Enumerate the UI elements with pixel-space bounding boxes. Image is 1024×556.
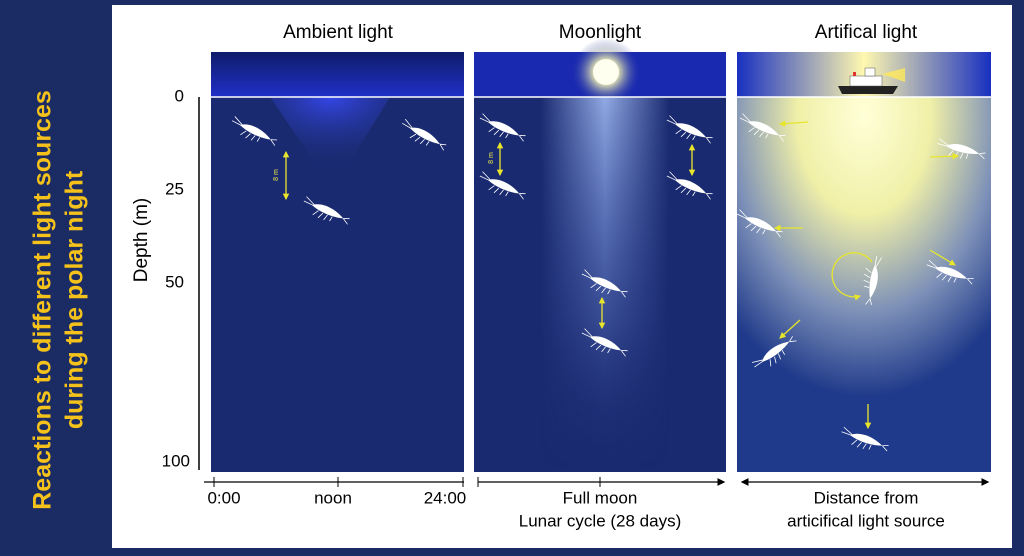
axis-label: 0:00: [207, 488, 240, 507]
full-moon: [593, 59, 619, 85]
axis-label: articifical light source: [787, 511, 945, 530]
distance-axis: Distance from articifical light source: [740, 478, 990, 530]
escape-arrow: [779, 319, 801, 339]
tick-label: 50: [165, 272, 184, 291]
sidebar: Reactions to different light sources dur…: [29, 90, 89, 510]
panel-title: Artifical light: [815, 22, 918, 43]
panel-title: Ambient light: [283, 22, 394, 43]
tick-label: 25: [165, 179, 184, 198]
water: [737, 97, 991, 472]
axis-label: Full moon: [563, 488, 638, 507]
axis-label: Depth (m): [131, 198, 152, 282]
ship: [838, 67, 905, 94]
escape-arrow: [929, 152, 960, 160]
escape-arrow: [929, 249, 956, 266]
escape-arrow: [778, 120, 809, 127]
panel-artificial: Artifical light: [732, 22, 991, 472]
sidebar-title: during the polar night: [61, 170, 89, 429]
time-axis: 0:00 noon 24:00: [204, 477, 466, 507]
lunar-axis: Full moon Lunar cycle (28 days): [477, 477, 726, 530]
depth-axis: 0 25 50 100 Depth (m): [131, 86, 200, 470]
axis-label: Distance from: [814, 488, 919, 507]
annotation: 8 m: [273, 169, 280, 181]
circling-arrow: [831, 252, 873, 301]
sky: [211, 52, 464, 97]
axis-label: 24:00: [424, 488, 467, 507]
tick-label: 0: [175, 86, 184, 105]
light-cone: [270, 97, 390, 170]
tick-label: 100: [162, 451, 190, 470]
panel-title: Moonlight: [559, 22, 642, 43]
axis-label: Lunar cycle (28 days): [519, 511, 682, 530]
panel-ambient: 8 m Ambient light: [211, 22, 464, 472]
annotation: 8 m: [488, 152, 495, 164]
sidebar-title: Reactions to different light sources: [29, 90, 57, 510]
panel-moon: 8 m Moonlight: [474, 22, 726, 472]
axis-label: noon: [314, 488, 352, 507]
